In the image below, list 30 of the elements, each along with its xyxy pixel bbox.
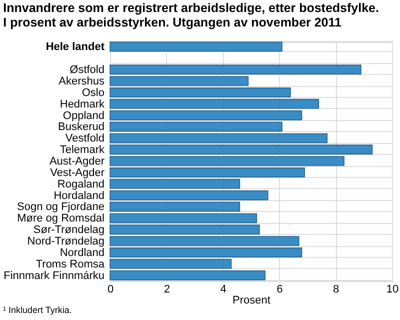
chart-title: Innvandrere som er registrert arbeidsledige, etter bostedsfylke. I prosent av arbeidsstyrken. Utgangen av november 2011 <box>3 1 379 30</box>
x-tick-label: 10 <box>386 284 399 296</box>
x-tick-label: 6 <box>276 284 283 296</box>
y-tick-label: Oslo <box>82 86 104 99</box>
x-tick-label: 0 <box>107 284 114 296</box>
y-tick-label: Telemark <box>60 144 105 156</box>
x-axis-title: Prosent <box>232 294 270 306</box>
y-tick-label: Vestfold <box>65 132 104 145</box>
y-tick-label: Møre og Romsdal <box>17 212 104 225</box>
y-tick-label: Hordaland <box>54 190 104 202</box>
y-tick-label: Østfold <box>70 64 104 76</box>
bar <box>110 42 282 52</box>
y-tick-label: Sør-Trøndelag <box>33 224 104 236</box>
y-tick-label: Akershus <box>58 76 105 88</box>
y-tick-label: Hedmark <box>60 98 105 110</box>
y-tick-label: Hele landet <box>46 41 105 54</box>
y-tick-label: Buskerud <box>58 121 104 134</box>
x-tick-label: 4 <box>220 284 226 296</box>
text: ¹ Inkludert Tyrkia. <box>3 305 73 315</box>
y-tick-label: Nordland <box>60 246 104 259</box>
y-tick-label: Rogaland <box>57 178 104 190</box>
x-tick-label: 8 <box>333 284 340 296</box>
y-tick-label: Sogn og Fjordane <box>17 201 104 214</box>
y-tick-label: Finnmark Finnmárku <box>4 270 104 282</box>
y-tick-label: Aust-Agder <box>49 156 105 168</box>
x-tick-label: 2 <box>164 284 170 296</box>
y-tick-label: Nord-Trøndelag <box>27 236 104 248</box>
y-tick-label: Oppland <box>62 110 104 122</box>
y-tick-label: Vest-Agder <box>50 166 105 179</box>
y-tick-label: Troms Romsa <box>36 258 106 270</box>
